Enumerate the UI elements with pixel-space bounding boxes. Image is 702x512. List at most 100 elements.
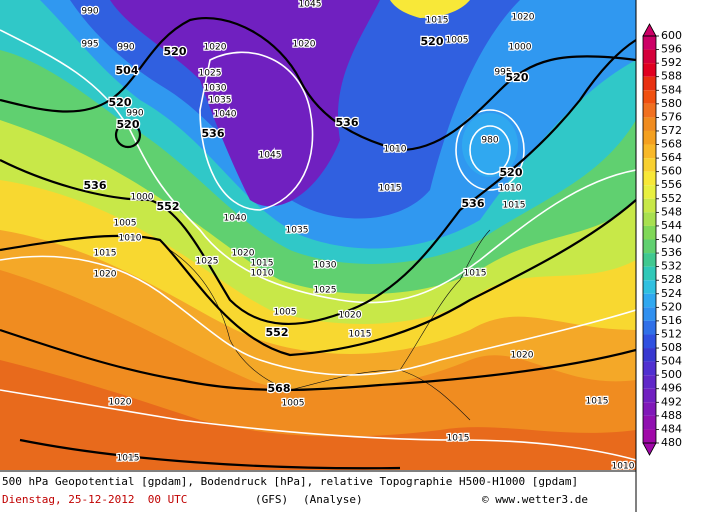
- contour-label: 1040: [224, 214, 247, 224]
- footer-credit: © www.wetter3.de: [482, 493, 588, 506]
- contour-label: 520: [117, 118, 140, 131]
- color-swatch: [643, 415, 656, 430]
- color-swatch: [643, 185, 656, 199]
- contour-label: 1010: [119, 234, 142, 244]
- color-swatch: [643, 90, 656, 104]
- colorbar-tick-label: 540: [661, 233, 682, 246]
- colorbar-tick-label: 536: [661, 246, 682, 259]
- field-top: [390, 0, 470, 18]
- map: 990 995 990 520 1020 504 1025 1030 1035 …: [0, 0, 637, 473]
- contour-label: 552: [157, 200, 180, 213]
- footer-description: 500 hPa Geopotential [gpdam], Bodendruck…: [2, 475, 578, 488]
- contour-label: 1015: [251, 259, 274, 269]
- color-swatch: [643, 49, 656, 64]
- colorbar-tick-label: 560: [661, 165, 682, 178]
- isobar: [0, 389, 637, 461]
- contour-label: 1020: [512, 13, 535, 23]
- colorbar-tick-label: 564: [661, 151, 682, 164]
- color-swatch: [643, 266, 656, 281]
- isobar: [0, 255, 637, 376]
- field-purple: [110, 0, 380, 207]
- contour-label: 536: [202, 127, 225, 140]
- color-swatch: [643, 239, 656, 254]
- color-swatch: [643, 63, 656, 77]
- contour-label: 1025: [196, 257, 219, 267]
- contour-label: 1025: [199, 69, 222, 79]
- colorbar-tick-label: 548: [661, 205, 682, 218]
- color-swatch: [643, 158, 656, 172]
- contour-label: 1000: [131, 193, 154, 203]
- colorbar-tick-label: 596: [661, 43, 682, 56]
- colorbar-tick-label: 588: [661, 70, 682, 83]
- colorbar-top-arrow: [642, 23, 657, 37]
- contour-label: 1005: [274, 308, 297, 318]
- contour-label: 1010: [499, 184, 522, 194]
- contour-label: 504: [116, 64, 139, 77]
- contour-label: 1015: [464, 269, 487, 279]
- contour-label: 552: [266, 326, 289, 339]
- contour-label: 990: [117, 43, 134, 53]
- colorbar-tick-label: 600: [661, 29, 682, 42]
- height-contour: [114, 121, 142, 149]
- colorbar-tick-label: 488: [661, 409, 682, 422]
- color-swatch: [643, 361, 656, 376]
- footer-date: Dienstag, 25-12-2012 00 UTC: [2, 493, 187, 506]
- contour-label: 1045: [299, 0, 322, 10]
- contour-label: 1005: [446, 36, 469, 46]
- colorbar-tick-label: 512: [661, 327, 682, 340]
- contour-label: 536: [84, 179, 107, 192]
- color-swatch: [643, 253, 656, 267]
- height-contour: [0, 39, 637, 325]
- colorbar-tick-label: 484: [661, 422, 682, 435]
- color-swatch: [643, 334, 656, 349]
- contour-label: 1015: [503, 201, 526, 211]
- contour-label: 1020: [94, 270, 117, 280]
- colorbar-tick-label: 520: [661, 300, 682, 313]
- contour-label: 1015: [349, 330, 372, 340]
- contour-label: 995: [81, 40, 98, 50]
- color-swatch: [643, 212, 656, 226]
- colorbar-tick-label: 480: [661, 436, 682, 449]
- color-swatch: [643, 348, 656, 362]
- contour-label: 1010: [251, 269, 274, 279]
- colorbar-tick-label: 572: [661, 124, 682, 137]
- isobar: [455, 109, 525, 191]
- contour-label: 1015: [94, 249, 117, 259]
- colorbar-tick-label: 580: [661, 97, 682, 110]
- contour-label: 990: [126, 109, 143, 119]
- field-low: [462, 113, 518, 177]
- contour-label: 1020: [511, 351, 534, 361]
- color-swatch: [643, 76, 656, 91]
- color-swatch: [643, 320, 656, 335]
- color-swatch: [643, 307, 656, 321]
- contour-labels: 990 995 990 520 1020 504 1025 1030 1035 …: [80, 0, 636, 473]
- color-swatch: [643, 130, 656, 145]
- contour-label: 1010: [612, 462, 635, 472]
- contour-label: 520: [506, 71, 529, 84]
- color-swatch: [643, 36, 656, 50]
- contour-label: 1005: [114, 219, 137, 229]
- isobar: [0, 29, 637, 304]
- contour-label: 536: [336, 116, 359, 129]
- color-swatch: [643, 293, 656, 308]
- colorbar-tick-label: 504: [661, 355, 682, 368]
- contour-label: 1030: [204, 84, 227, 94]
- color-swatch: [643, 280, 656, 294]
- colorbar-tick-label: 584: [661, 83, 682, 96]
- contour-label: 520: [164, 45, 187, 58]
- colorbar-tick-label: 516: [661, 314, 682, 327]
- contour-label: 1015: [426, 16, 449, 26]
- contour-label: 1040: [214, 110, 237, 120]
- colorbar: 6005965925885845805765725685645605565525…: [642, 23, 682, 456]
- colorbar-tick-label: 568: [661, 138, 682, 151]
- contour-label: 1035: [209, 96, 232, 106]
- color-swatch: [643, 103, 656, 118]
- contour-label: 520: [109, 96, 132, 109]
- contour-label: 1025: [314, 286, 337, 296]
- contour-label: 1020: [109, 398, 132, 408]
- color-swatch: [643, 429, 656, 443]
- contour-label: 1020: [293, 40, 316, 50]
- colorbar-tick-label: 508: [661, 341, 682, 354]
- colorbar-tick-label: 492: [661, 395, 682, 408]
